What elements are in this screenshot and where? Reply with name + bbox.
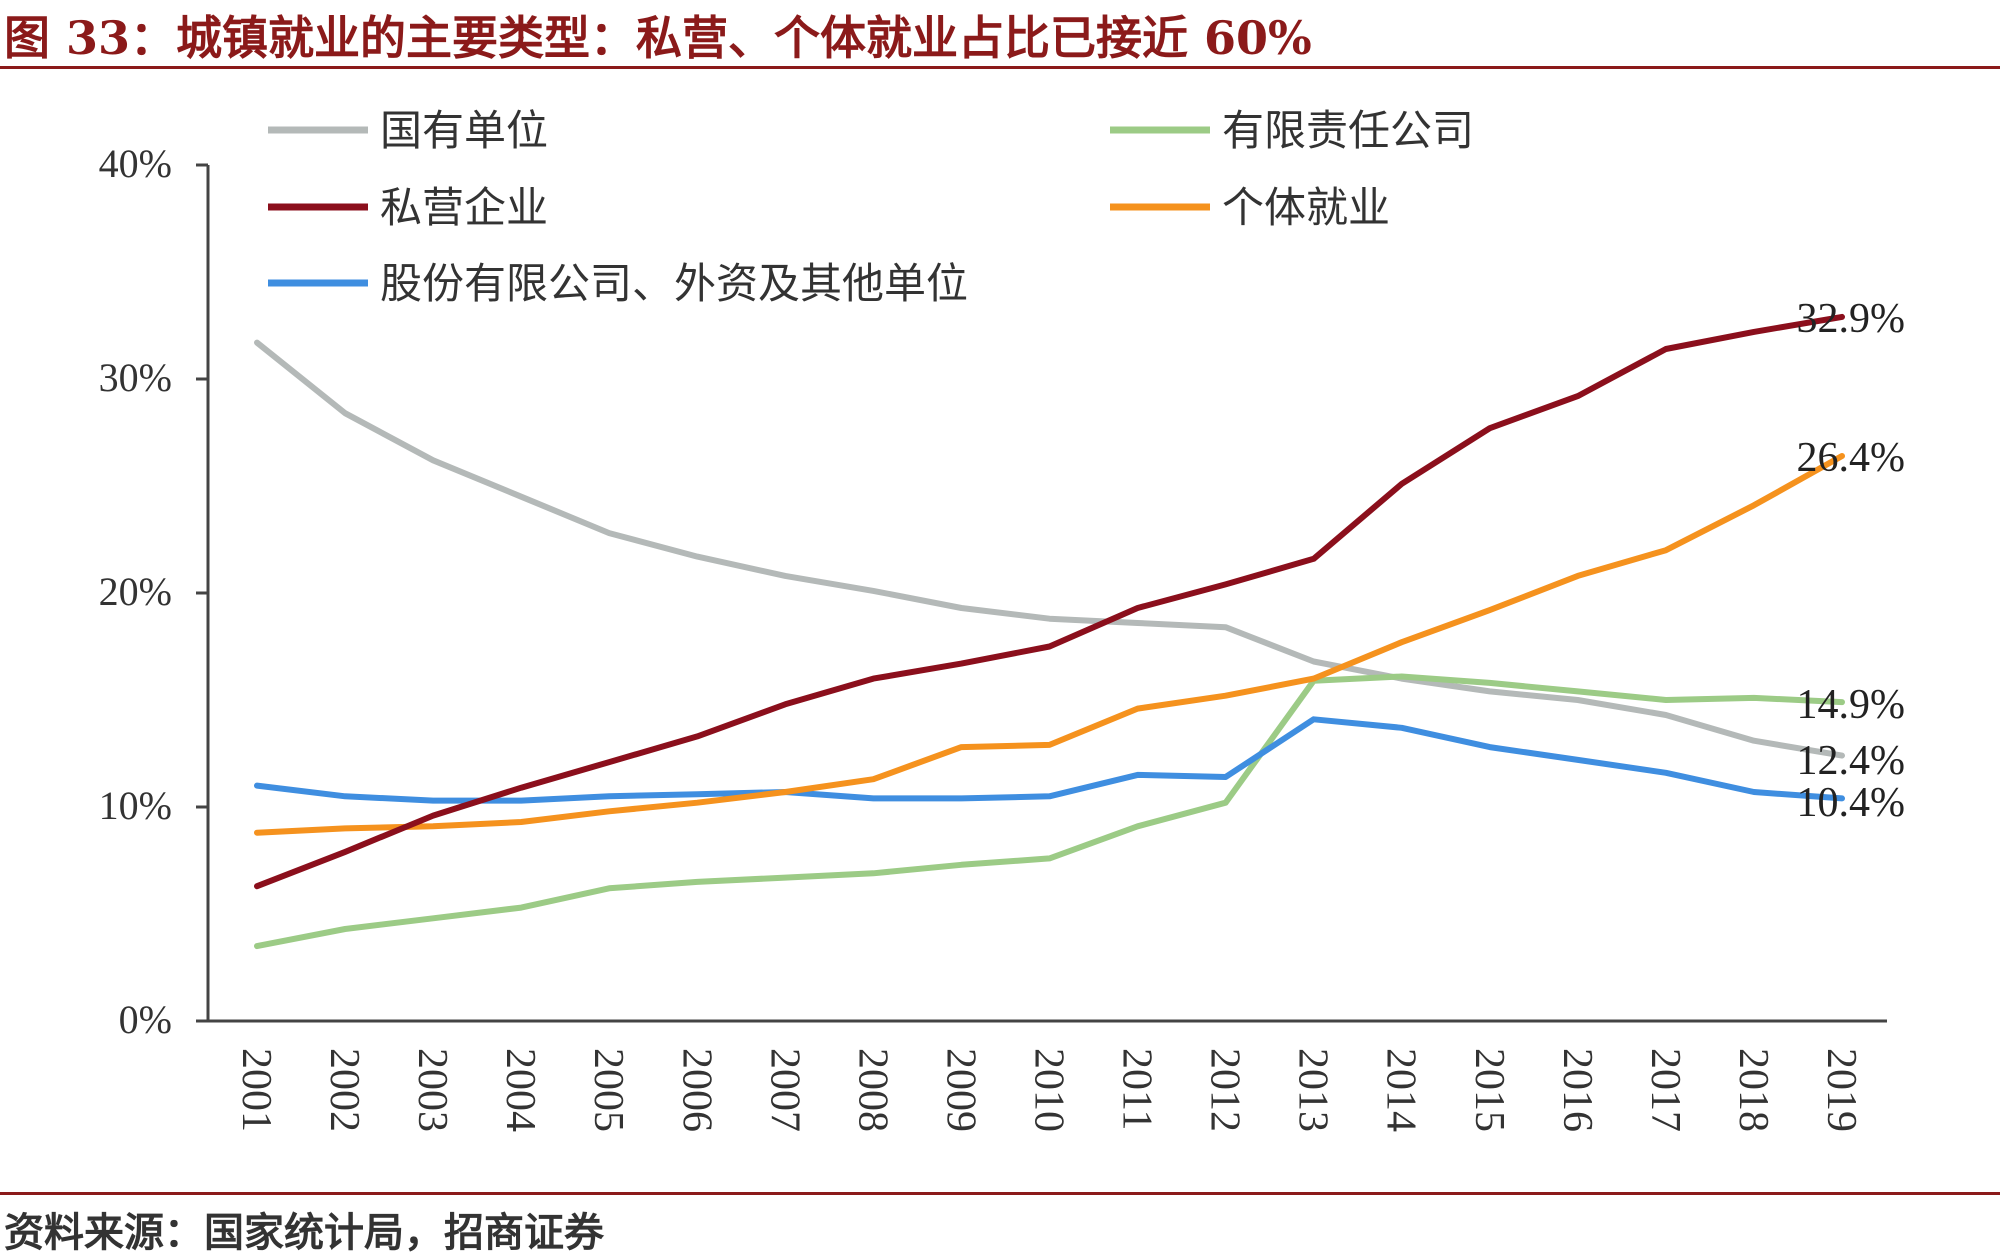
x-tick-label: 2015 <box>1466 1048 1512 1132</box>
chart-axes <box>196 163 1887 1023</box>
x-tick-label: 2011 <box>1114 1048 1160 1130</box>
legend-label: 有限责任公司 <box>1222 109 1474 155</box>
x-tick-label: 2007 <box>761 1048 807 1132</box>
legend-label: 个体就业 <box>1222 186 1390 232</box>
end-value-labels: 32.9% 26.4% 14.9% 12.4%10.4% <box>1797 296 1906 826</box>
legend-label: 私营企业 <box>380 185 548 232</box>
end-value-label: 14.9% <box>1797 682 1906 728</box>
x-tick-label: 2018 <box>1730 1048 1776 1132</box>
x-tick-label: 2003 <box>409 1048 455 1132</box>
end-value-label: 10.4% <box>1797 780 1906 826</box>
y-tick-label: 10% <box>99 783 172 828</box>
legend-label: 股份有限公司、外资及其他单位 <box>380 261 968 308</box>
x-tick-label: 2005 <box>585 1048 631 1132</box>
y-tick-label: 30% <box>99 355 172 400</box>
end-value-label: 32.9% <box>1797 296 1906 342</box>
x-tick-label: 2012 <box>1202 1048 1248 1132</box>
x-tick-label: 2004 <box>497 1048 543 1132</box>
series-line <box>254 339 1845 759</box>
x-tick-label: 2006 <box>673 1048 719 1132</box>
x-tick-label: 2001 <box>233 1048 279 1132</box>
legend-label: 国有单位 <box>380 108 548 155</box>
x-tick-label: 2019 <box>1818 1048 1864 1132</box>
x-tick-label: 2002 <box>321 1048 367 1132</box>
series-line <box>254 313 1845 890</box>
y-tick-label: 40% <box>99 141 172 186</box>
x-axis-tick-labels: 2001 2002 2003 2004 2005 2006 2007 2008 2009 2010… <box>233 1048 1864 1132</box>
y-tick-label: 0% <box>119 997 172 1042</box>
x-tick-label: 2013 <box>1290 1048 1336 1132</box>
y-axis-tick-labels: 0% 10% 20% 30% 40% <box>99 141 172 1042</box>
x-tick-label: 2016 <box>1554 1048 1600 1132</box>
series-lines <box>254 313 1845 950</box>
series-line <box>254 673 1845 950</box>
x-tick-label: 2017 <box>1642 1048 1688 1132</box>
end-value-label: 26.4% <box>1797 435 1906 481</box>
x-tick-label: 2008 <box>849 1048 895 1132</box>
x-tick-label: 2014 <box>1378 1048 1424 1132</box>
x-tick-label: 2010 <box>1026 1048 1072 1132</box>
footer-divider <box>0 1192 2000 1195</box>
y-tick-label: 20% <box>99 569 172 614</box>
series-line <box>254 453 1845 836</box>
end-value-label: 12.4% <box>1797 738 1906 784</box>
series-line <box>254 716 1845 804</box>
chart-title: 图 33：城镇就业的主要类型：私营、个体就业占比已接近 60% <box>4 11 1312 65</box>
x-tick-label: 2009 <box>937 1048 983 1132</box>
source-note: 资料来源：国家统计局，招商证券 <box>4 1209 604 1256</box>
title-divider <box>0 66 2000 69</box>
